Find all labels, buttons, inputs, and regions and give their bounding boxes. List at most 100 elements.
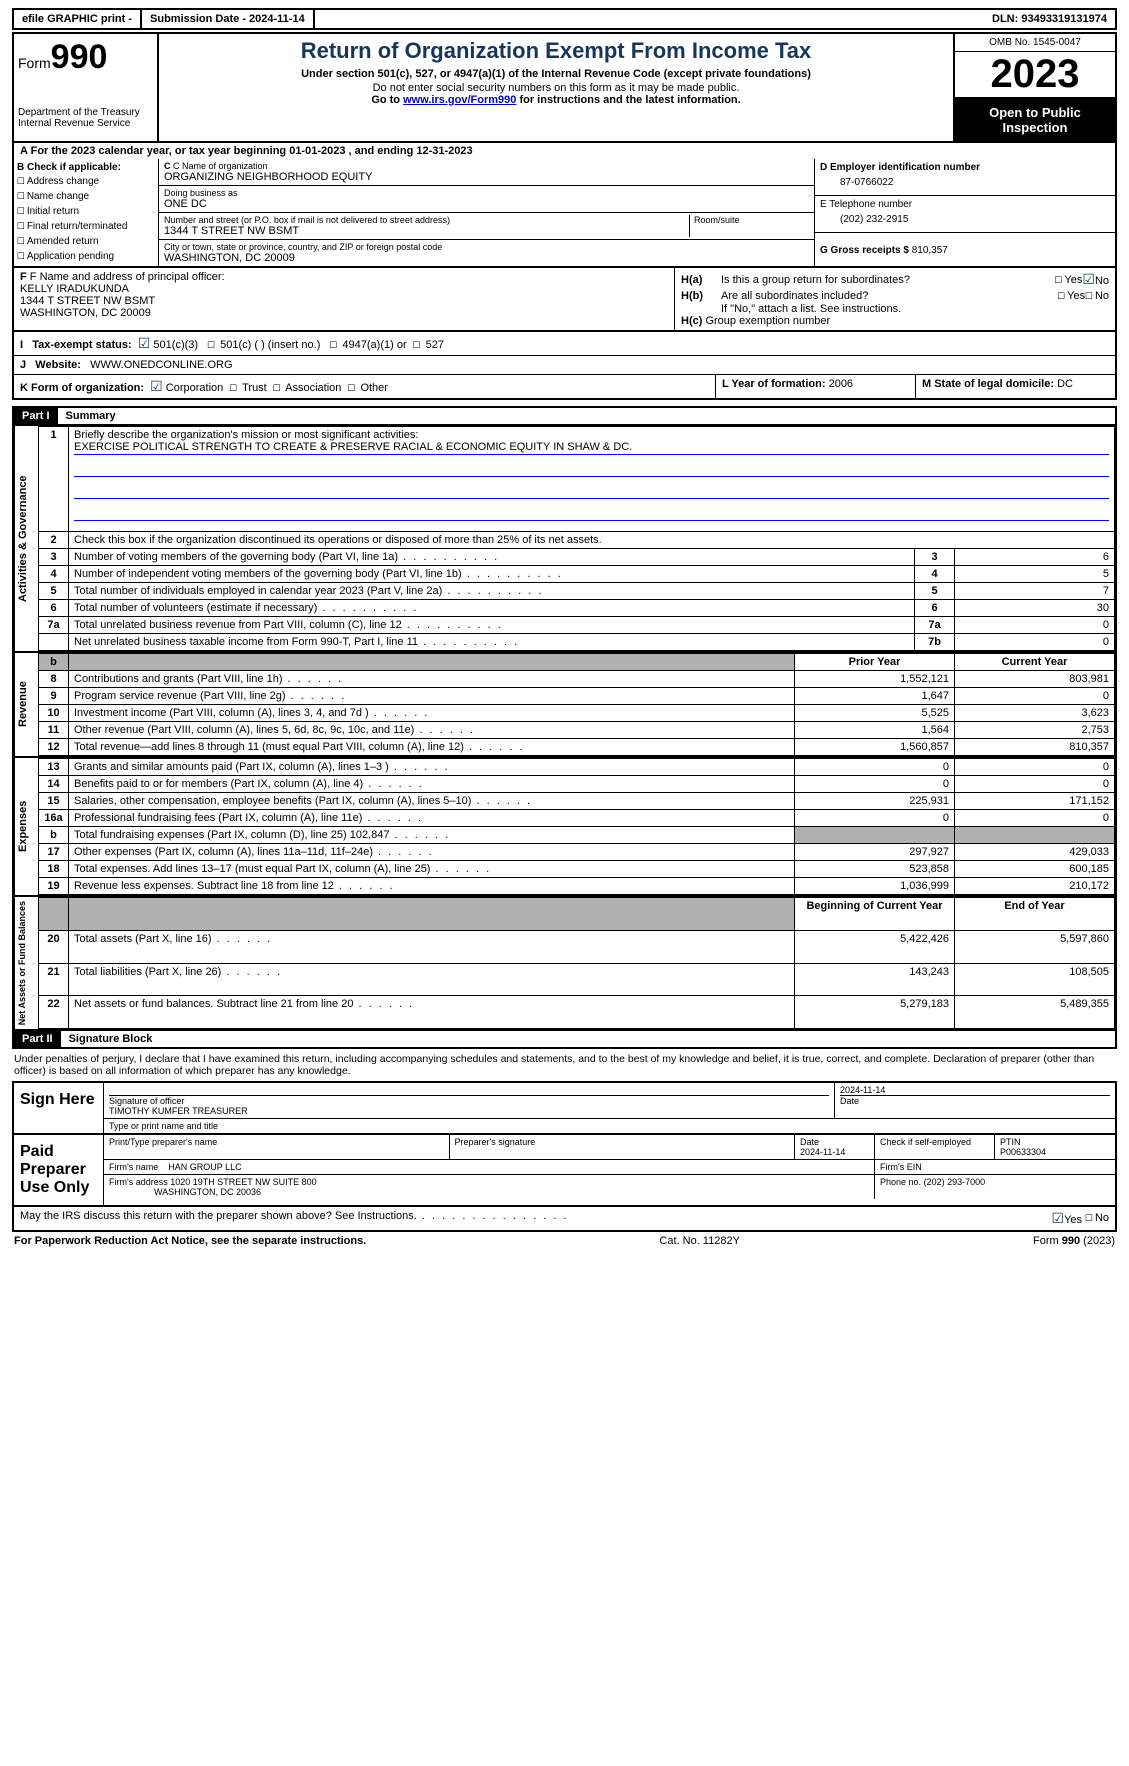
check-amended[interactable]: ☐Amended return	[17, 233, 155, 248]
box-b: B Check if applicable: ☐Address change ☐…	[14, 159, 159, 266]
check-pending[interactable]: ☐Application pending	[17, 248, 155, 263]
paid-preparer-block: Paid Preparer Use Only Print/Type prepar…	[12, 1135, 1117, 1207]
table-row: 17Other expenses (Part IX, column (A), l…	[39, 844, 1115, 861]
ein-label: D Employer identification number	[820, 162, 1110, 173]
check-initial[interactable]: ☐Initial return	[17, 203, 155, 218]
table-row: 13Grants and similar amounts paid (Part …	[39, 759, 1115, 776]
prep-sig-label: Preparer's signature	[450, 1135, 796, 1159]
form-header: Form990 Department of the Treasury Inter…	[12, 32, 1117, 143]
mission-text: EXERCISE POLITICAL STRENGTH TO CREATE & …	[74, 441, 632, 453]
ha-label: Is this a group return for subordinates?	[721, 274, 1055, 286]
gross-lbl: G Gross receipts $	[820, 245, 909, 256]
room-label: Room/suite	[694, 215, 809, 225]
netassets-table: Beginning of Current Year End of Year 20…	[38, 897, 1115, 1029]
city-label: City or town, state or province, country…	[164, 242, 809, 252]
hc-label: Group exemption number	[705, 315, 830, 327]
firm-name-lbl: Firm's name	[109, 1162, 158, 1172]
discuss-no[interactable]: ☐No	[1082, 1210, 1109, 1227]
q2: Check this box if the organization disco…	[74, 534, 602, 546]
i-501c: 501(c) ( ) (insert no.)	[220, 339, 320, 351]
addr-label: Number and street (or P.O. box if mail i…	[164, 215, 689, 225]
ptin-value: P00633304	[1000, 1147, 1046, 1157]
summary-expenses: Expenses 13Grants and similar amounts pa…	[12, 758, 1117, 897]
line-i: I Tax-exempt status: ☑ 501(c)(3) ☐ 501(c…	[14, 332, 1115, 355]
prep-phone: (202) 293-7000	[924, 1177, 986, 1187]
part2-header: Part II Signature Block	[12, 1031, 1117, 1049]
i-501c-check[interactable]: ☐	[207, 337, 215, 352]
i-4947-check[interactable]: ☐	[330, 337, 338, 352]
i-527: 527	[426, 339, 444, 351]
firm-addr: 1020 19TH STREET NW SUITE 800	[170, 1177, 316, 1187]
gross-value: 810,357	[912, 245, 948, 256]
box-b-label: B Check if applicable:	[17, 162, 155, 173]
tax-year: 2023	[955, 52, 1115, 99]
omb-number: OMB No. 1545-0047	[955, 34, 1115, 52]
submission-date: Submission Date - 2024-11-14	[142, 10, 315, 28]
sig-date-val: 2024-11-14	[840, 1085, 885, 1095]
check-address[interactable]: ☐Address change	[17, 173, 155, 188]
form-number: 990	[51, 38, 108, 76]
city-value: WASHINGTON, DC 20009	[164, 252, 809, 264]
i-label: Tax-exempt status:	[32, 339, 131, 351]
k-corp-check[interactable]: ☑	[150, 378, 163, 394]
hb-label: Are all subordinates included?	[721, 290, 1057, 302]
i-501c3-check[interactable]: ☑	[138, 335, 151, 351]
k-other-check[interactable]: ☐	[348, 380, 356, 395]
ha-yes[interactable]: ☐Yes	[1055, 272, 1083, 287]
i-527-check[interactable]: ☐	[413, 337, 421, 352]
goto-pre: Go to	[371, 94, 403, 106]
table-row: 22Net assets or fund balances. Subtract …	[39, 996, 1115, 1029]
hb-yes[interactable]: ☐Yes	[1057, 288, 1085, 303]
opt-name: Name change	[27, 191, 89, 202]
sign-here-block: Sign Here Signature of officer TIMOTHY K…	[12, 1081, 1117, 1135]
k-other: Other	[360, 382, 388, 394]
check-name[interactable]: ☐Name change	[17, 188, 155, 203]
irs-label: Internal Revenue Service	[18, 118, 153, 129]
part1-label: Part I	[14, 408, 58, 424]
check-self[interactable]: Check if self-employed	[875, 1135, 995, 1159]
line-k: K Form of organization: ☑ Corporation ☐ …	[14, 375, 715, 398]
k-label: K Form of organization:	[20, 382, 144, 394]
opt-final: Final return/terminated	[27, 221, 128, 232]
discuss-yes[interactable]: ☑Yes	[1052, 1210, 1083, 1227]
k-trust-check[interactable]: ☐	[229, 380, 237, 395]
hb-no[interactable]: ☐No	[1085, 288, 1109, 303]
entity-block: B Check if applicable: ☐Address change ☐…	[12, 159, 1117, 268]
table-row: 14Benefits paid to or for members (Part …	[39, 776, 1115, 793]
form-label: Form	[18, 55, 51, 71]
phone-label: E Telephone number	[820, 199, 1110, 210]
line-a-taxyear: A For the 2023 calendar year, or tax yea…	[12, 143, 1117, 159]
form990-link[interactable]: www.irs.gov/Form990	[403, 94, 516, 106]
dept-treasury: Department of the Treasury	[18, 107, 153, 118]
firm-name: HAN GROUP LLC	[168, 1162, 241, 1172]
box-h: H(a) Is this a group return for subordin…	[675, 268, 1115, 330]
fh-block: F F Name and address of principal office…	[12, 268, 1117, 332]
i-501c3: 501(c)(3)	[153, 339, 198, 351]
website-value: WWW.ONEDCONLINE.ORG	[90, 359, 232, 371]
governance-table: 1 Briefly describe the organization's mi…	[38, 426, 1115, 651]
table-row: 10Investment income (Part VIII, column (…	[39, 705, 1115, 722]
officer-name: KELLY IRADUKUNDA	[20, 283, 668, 295]
expenses-table: 13Grants and similar amounts paid (Part …	[38, 758, 1115, 895]
officer-addr2: WASHINGTON, DC 20009	[20, 307, 668, 319]
m-val: DC	[1057, 378, 1073, 390]
table-row: 4Number of independent voting members of…	[39, 566, 1115, 583]
header-right: OMB No. 1545-0047 2023 Open to Public In…	[955, 34, 1115, 141]
k-assoc: Association	[285, 382, 341, 394]
topbar: efile GRAPHIC print - Submission Date - …	[12, 8, 1117, 30]
discuss-text: May the IRS discuss this return with the…	[20, 1210, 1052, 1227]
ha-no[interactable]: ☑No	[1082, 271, 1109, 288]
dba-value: ONE DC	[164, 198, 809, 210]
table-row: 9Program service revenue (Part VIII, lin…	[39, 688, 1115, 705]
table-row: 15Salaries, other compensation, employee…	[39, 793, 1115, 810]
entity-right: D Employer identification number 87-0766…	[815, 159, 1115, 266]
officer-label: F F Name and address of principal office…	[20, 271, 668, 283]
i-4947: 4947(a)(1) or	[342, 339, 406, 351]
k-assoc-check[interactable]: ☐	[273, 380, 281, 395]
check-final[interactable]: ☐Final return/terminated	[17, 218, 155, 233]
self-emp: Check if self-employed	[880, 1137, 971, 1147]
table-row: Net unrelated business taxable income fr…	[39, 634, 1115, 651]
k-corp: Corporation	[166, 382, 223, 394]
col-begin: Beginning of Current Year	[795, 898, 955, 931]
org-name: ORGANIZING NEIGHBORHOOD EQUITY	[164, 171, 809, 183]
